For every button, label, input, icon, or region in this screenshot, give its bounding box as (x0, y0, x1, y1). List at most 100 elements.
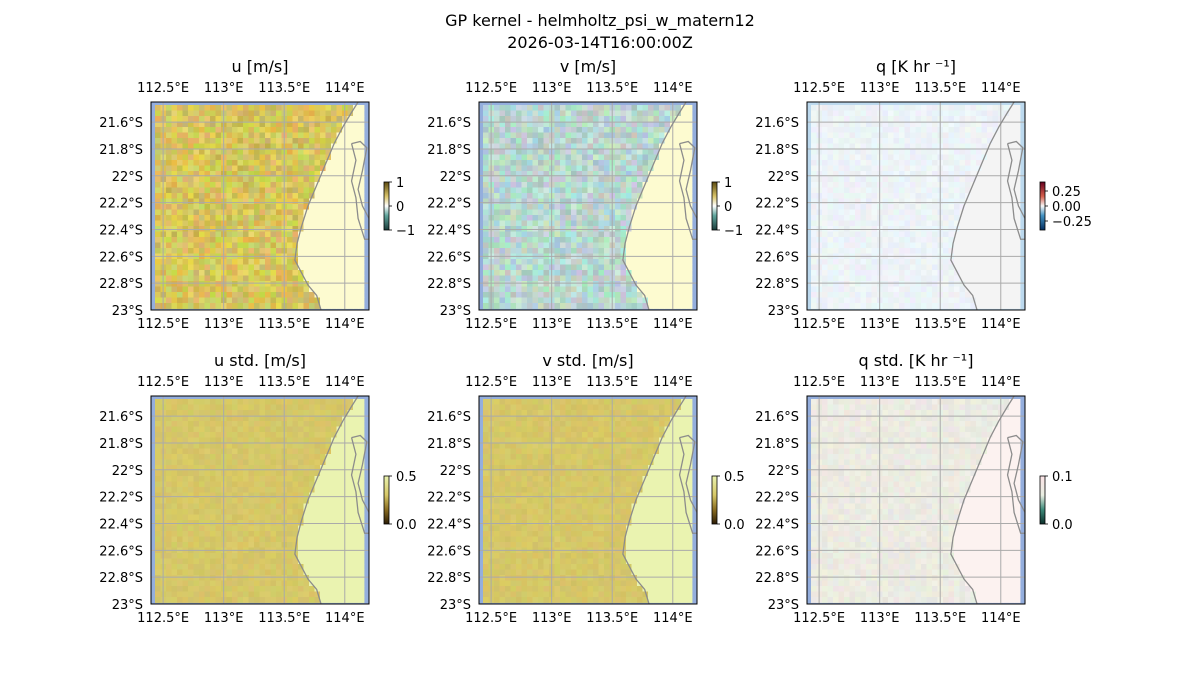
coastline-peninsula (350, 140, 369, 240)
lon-tick-label-bottom: 112.5°E (465, 611, 517, 626)
lat-tick-label: 22°S (112, 170, 143, 185)
lat-tick-label: 22.6°S (427, 544, 471, 559)
colorbar-tick-label: 0.0 (396, 518, 417, 533)
colorbar-tick-label: 0.1 (1052, 470, 1073, 485)
panel-v: 112.5°E112.5°E113°E113°E113.5°E113.5°E11… (427, 57, 743, 332)
lon-tick-label-bottom: 114°E (981, 317, 1021, 332)
lon-tick-label-top: 113.5°E (914, 375, 966, 390)
lat-tick-label: 22.2°S (755, 197, 799, 212)
lat-tick-label: 21.8°S (755, 437, 799, 452)
lat-tick-label: 22.4°S (99, 223, 143, 238)
lat-tick-label: 21.6°S (99, 116, 143, 131)
coastline (622, 102, 687, 310)
coastline (622, 396, 687, 604)
colorbar (1039, 475, 1046, 525)
lat-tick-label: 22.8°S (427, 277, 471, 292)
lon-tick-label-top: 113.5°E (586, 375, 638, 390)
lon-tick-label-top: 112.5°E (465, 81, 517, 96)
coastline-peninsula (1006, 434, 1025, 534)
lon-tick-label-bottom: 114°E (653, 317, 693, 332)
lon-tick-label-top: 114°E (981, 81, 1021, 96)
lon-tick-label-top: 112.5°E (137, 375, 189, 390)
lon-tick-label-bottom: 113°E (532, 611, 572, 626)
lat-tick-label: 23°S (112, 304, 143, 319)
lon-tick-label-bottom: 113°E (532, 317, 572, 332)
lat-tick-label: 23°S (768, 598, 799, 613)
lon-tick-label-bottom: 112.5°E (793, 611, 845, 626)
lat-tick-label: 22.2°S (427, 491, 471, 506)
lat-tick-label: 21.8°S (99, 143, 143, 158)
lon-tick-label-top: 112.5°E (465, 375, 517, 390)
lon-tick-label-top: 114°E (653, 375, 693, 390)
lat-tick-label: 21.8°S (99, 437, 143, 452)
lat-tick-label: 22°S (112, 464, 143, 479)
panel-frame (150, 101, 370, 311)
colorbar-tick-label: 0.0 (1052, 518, 1073, 533)
colorbar-tick-label: 0 (724, 200, 732, 215)
panel-frame (806, 395, 1026, 605)
lat-tick-label: 22.2°S (99, 197, 143, 212)
lat-tick-label: 22.6°S (755, 544, 799, 559)
lat-tick-label: 22.4°S (427, 517, 471, 532)
lat-tick-label: 21.6°S (755, 410, 799, 425)
panel-frame (806, 101, 1026, 311)
colorbar-tick-label: −1 (724, 224, 743, 239)
lat-tick-label: 22°S (440, 464, 471, 479)
lat-tick-label: 22.4°S (755, 223, 799, 238)
lat-tick-label: 23°S (440, 304, 471, 319)
figure-timestamp: 2026-03-14T16:00:00Z (507, 33, 693, 52)
lon-tick-label-bottom: 113.5°E (258, 611, 310, 626)
colorbar-tick-label: 0.5 (724, 470, 745, 485)
lon-tick-label-bottom: 114°E (981, 611, 1021, 626)
lat-tick-label: 23°S (112, 598, 143, 613)
lon-tick-label-bottom: 113.5°E (586, 317, 638, 332)
colorbar (711, 475, 718, 525)
lat-tick-label: 22.8°S (427, 571, 471, 586)
lat-tick-label: 21.8°S (427, 437, 471, 452)
lat-tick-label: 22.2°S (755, 491, 799, 506)
lat-tick-label: 23°S (768, 304, 799, 319)
panel-frame (150, 395, 370, 605)
panel-frame (478, 101, 698, 311)
panel-title: v std. [m/s] (542, 351, 633, 370)
lon-tick-label-bottom: 112.5°E (465, 317, 517, 332)
lon-tick-label-top: 113.5°E (258, 375, 310, 390)
figure-title: GP kernel - helmholtz_psi_w_matern12 (445, 11, 755, 30)
lat-tick-label: 22.8°S (99, 277, 143, 292)
colorbar (711, 181, 718, 231)
panel-u: 112.5°E112.5°E113°E113°E113.5°E113.5°E11… (99, 57, 415, 332)
panel-title: q [K hr ⁻¹] (876, 57, 956, 76)
coastline (294, 102, 359, 310)
coastline (294, 396, 359, 604)
lon-tick-label-bottom: 113°E (204, 611, 244, 626)
panel-v_std: 112.5°E 112.5°E 113°E 113°E 113.5°E 113.5°E 11… (427, 351, 744, 626)
lat-tick-label: 22.6°S (99, 250, 143, 265)
lon-tick-label-top: 113.5°E (914, 81, 966, 96)
lat-tick-label: 22.6°S (99, 544, 143, 559)
lon-tick-label-top: 113.5°E (258, 81, 310, 96)
coastline-peninsula (678, 140, 697, 240)
lat-tick-label: 22.8°S (99, 571, 143, 586)
colorbar-tick-label: 0 (396, 200, 404, 215)
lat-tick-label: 21.6°S (99, 410, 143, 425)
colorbar (383, 181, 390, 231)
coastline-peninsula (350, 434, 369, 534)
colorbar-tick-label: 1 (396, 176, 404, 191)
lon-tick-label-bottom: 113.5°E (914, 611, 966, 626)
lon-tick-label-top: 113°E (860, 375, 900, 390)
lat-tick-label: 21.6°S (427, 116, 471, 131)
lat-tick-label: 22.4°S (99, 517, 143, 532)
lat-tick-label: 22.2°S (99, 491, 143, 506)
colorbar-tick-label: 0.0 (724, 518, 745, 533)
lon-tick-label-top: 113°E (532, 375, 572, 390)
coastline-peninsula (678, 434, 697, 534)
lon-tick-label-bottom: 112.5°E (137, 317, 189, 332)
lat-tick-label: 22.4°S (427, 223, 471, 238)
colorbar-tick-label: −0.25 (1052, 215, 1092, 230)
lon-tick-label-bottom: 114°E (325, 611, 365, 626)
colorbar-tick-label: 1 (724, 176, 732, 191)
lat-tick-label: 23°S (440, 598, 471, 613)
lon-tick-label-bottom: 113.5°E (586, 611, 638, 626)
panel-q_std: 112.5°E 112.5°E 113°E 113°E 113.5°E 113.5°E 11… (755, 351, 1072, 626)
